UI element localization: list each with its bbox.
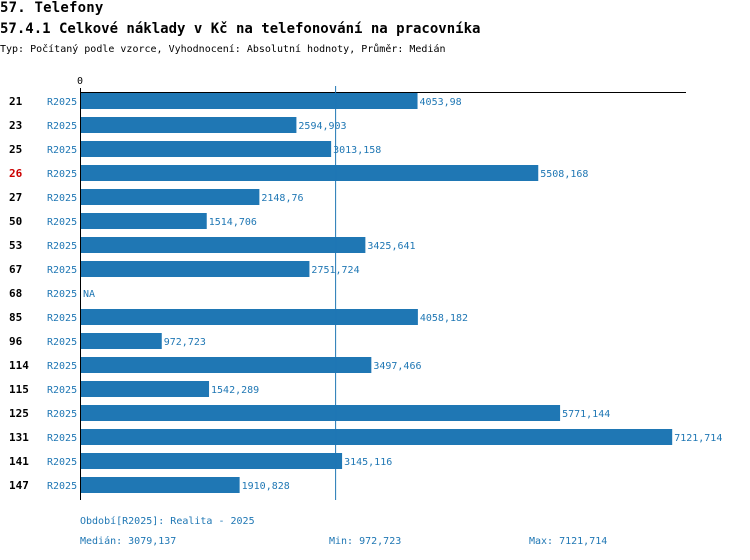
- bar-value-label: 5508,168: [540, 169, 588, 180]
- bar-value-label: 3013,158: [333, 145, 381, 156]
- row-period-label: R2025: [47, 265, 77, 276]
- bar: [81, 333, 162, 349]
- row-id-label: 125: [9, 407, 29, 420]
- row-id-label: 27: [9, 191, 22, 204]
- bar-value-label: 1910,828: [242, 481, 290, 492]
- row-period-label: R2025: [47, 97, 77, 108]
- bar: [81, 117, 297, 133]
- row-id-label: 141: [9, 455, 29, 468]
- bar-value-label: 972,723: [164, 337, 206, 348]
- row-period-label: R2025: [47, 433, 77, 444]
- row-id-label: 25: [9, 143, 22, 156]
- bar: [81, 477, 240, 493]
- row-period-label: R2025: [47, 385, 77, 396]
- row-period-label: R2025: [47, 193, 77, 204]
- bar: [81, 165, 539, 181]
- bar-value-label: 3425,641: [367, 241, 415, 252]
- bar-chart: 0 21 R2025 4053,98 23 R2025 2594,903 25 R2025 301…: [9, 76, 722, 500]
- row-id-label: 85: [9, 311, 22, 324]
- bar-value-label: 2594,903: [298, 121, 346, 132]
- bar: [81, 261, 310, 277]
- row-period-label: R2025: [47, 121, 77, 132]
- bar-value-label: 3145,116: [344, 457, 392, 468]
- bar-value-label: 1514,706: [209, 217, 257, 228]
- row-period-label: R2025: [47, 409, 77, 420]
- chart-title: 57.4.1 Celkové náklady v Kč na telefonov…: [0, 21, 481, 37]
- row-period-label: R2025: [47, 169, 77, 180]
- bar-value-label: 1542,289: [211, 385, 259, 396]
- bar-value-label: 7121,714: [674, 433, 722, 444]
- row-period-label: R2025: [47, 481, 77, 492]
- section-title: 57. Telefony: [0, 0, 104, 16]
- row-id-label: 26: [9, 167, 23, 180]
- row-id-label: 114: [9, 359, 29, 372]
- row-id-label: 53: [9, 239, 22, 252]
- axis-zero-label: 0: [77, 76, 83, 87]
- bar-value-label: 4058,182: [420, 313, 468, 324]
- bar-value-label: 2148,76: [261, 193, 303, 204]
- row-id-label: 50: [9, 215, 22, 228]
- bar: [81, 141, 332, 157]
- footer-median: Medián: 3079,137: [80, 536, 177, 547]
- bar: [81, 189, 260, 205]
- row-period-label: R2025: [47, 457, 77, 468]
- row-id-label: 96: [9, 335, 23, 348]
- bar-value-label: 5771,144: [562, 409, 610, 420]
- bar: [81, 237, 366, 253]
- row-id-label: 131: [9, 431, 29, 444]
- row-id-label: 67: [9, 263, 22, 276]
- row-id-label: 68: [9, 287, 22, 300]
- bar-value-label: 3497,466: [373, 361, 421, 372]
- bar: [81, 357, 372, 373]
- bar: [81, 381, 210, 397]
- footer-period: Období[R2025]: Realita - 2025: [80, 516, 255, 527]
- chart-subtitle: Typ: Počítaný podle vzorce, Vyhodnocení:…: [0, 44, 446, 55]
- bar: [81, 405, 561, 421]
- row-period-label: R2025: [47, 313, 77, 324]
- row-period-label: R2025: [47, 145, 77, 156]
- row-id-label: 23: [9, 119, 22, 132]
- footer-min: Min: 972,723: [329, 536, 402, 547]
- row-id-label: 115: [9, 383, 29, 396]
- footer-max: Max: 7121,714: [529, 536, 608, 547]
- row-period-label: R2025: [47, 217, 77, 228]
- bar: [81, 429, 673, 445]
- row-period-label: R2025: [47, 289, 77, 300]
- row-id-label: 21: [9, 95, 23, 108]
- row-id-label: 147: [9, 479, 29, 492]
- bar: [81, 309, 418, 325]
- bar: [81, 453, 343, 469]
- row-period-label: R2025: [47, 361, 77, 372]
- row-period-label: R2025: [47, 241, 77, 252]
- bar: [81, 213, 207, 229]
- row-period-label: R2025: [47, 337, 77, 348]
- bar-value-label: NA: [83, 289, 95, 300]
- bar-value-label: 4053,98: [420, 97, 462, 108]
- bar: [81, 93, 418, 109]
